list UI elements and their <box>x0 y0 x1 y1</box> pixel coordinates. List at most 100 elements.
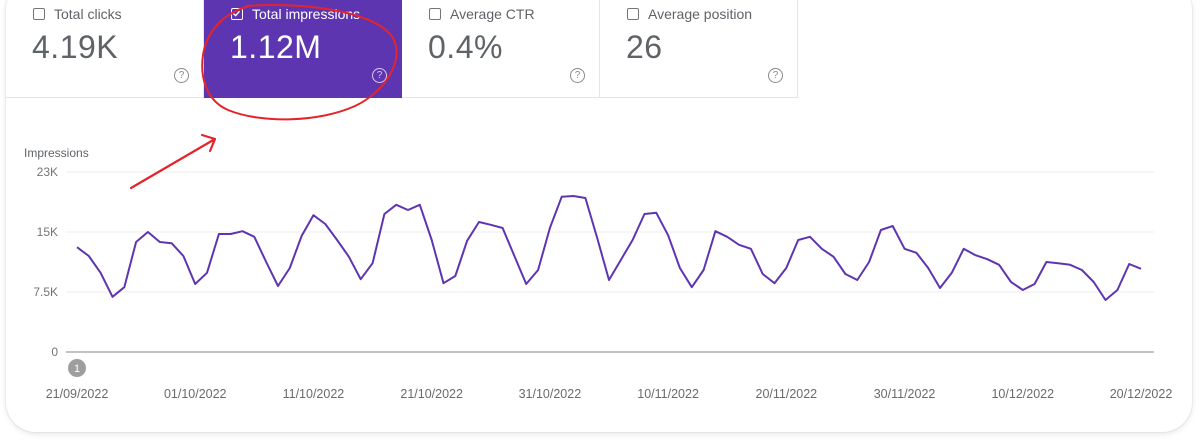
data-point[interactable] <box>748 246 754 252</box>
question-circle-icon[interactable]: ? <box>372 68 387 83</box>
data-point[interactable] <box>996 262 1002 268</box>
data-point[interactable] <box>393 202 399 208</box>
data-point[interactable] <box>228 231 234 237</box>
data-point[interactable] <box>109 294 115 300</box>
data-point[interactable] <box>1067 262 1073 268</box>
data-point[interactable] <box>121 284 127 290</box>
data-point[interactable] <box>736 242 742 248</box>
data-point[interactable] <box>819 246 825 252</box>
data-point[interactable] <box>216 231 222 237</box>
data-point[interactable] <box>346 254 352 260</box>
metric-average-ctr[interactable]: Average CTR 0.4% ? <box>402 0 600 98</box>
data-point[interactable] <box>299 233 305 239</box>
data-point[interactable] <box>86 253 92 259</box>
checkbox-unchecked-icon[interactable] <box>627 8 639 20</box>
data-point[interactable] <box>641 211 647 217</box>
data-point[interactable] <box>795 237 801 243</box>
data-point[interactable] <box>1055 260 1061 266</box>
data-point[interactable] <box>192 281 198 287</box>
data-point[interactable] <box>180 253 186 259</box>
data-point[interactable] <box>322 221 328 227</box>
data-point[interactable] <box>1032 281 1038 287</box>
data-point[interactable] <box>511 253 517 259</box>
data-point[interactable] <box>1114 287 1120 293</box>
data-point[interactable] <box>381 211 387 217</box>
data-point[interactable] <box>760 271 766 277</box>
data-point[interactable] <box>724 234 730 240</box>
data-point[interactable] <box>370 260 376 266</box>
data-point[interactable] <box>1020 287 1026 293</box>
data-point[interactable] <box>712 228 718 234</box>
data-point[interactable] <box>854 277 860 283</box>
data-point[interactable] <box>251 234 257 240</box>
data-point[interactable] <box>476 219 482 225</box>
data-point[interactable] <box>1138 266 1144 272</box>
data-point[interactable] <box>547 225 553 231</box>
data-point[interactable] <box>310 212 316 218</box>
data-point[interactable] <box>571 193 577 199</box>
checkbox-unchecked-icon[interactable] <box>33 8 45 20</box>
data-point[interactable] <box>287 265 293 271</box>
data-point[interactable] <box>630 237 636 243</box>
data-point[interactable] <box>582 195 588 201</box>
data-point[interactable] <box>429 237 435 243</box>
metric-total-impressions[interactable]: Total impressions 1.12M ? <box>204 0 402 98</box>
data-point[interactable] <box>488 222 494 228</box>
data-point[interactable] <box>358 276 364 282</box>
annotation-marker-circle[interactable] <box>68 359 86 377</box>
data-point[interactable] <box>275 283 281 289</box>
data-point[interactable] <box>1091 279 1097 285</box>
data-point[interactable] <box>334 237 340 243</box>
checkbox-unchecked-icon[interactable] <box>429 8 441 20</box>
data-point[interactable] <box>689 284 695 290</box>
data-point[interactable] <box>984 256 990 262</box>
data-point[interactable] <box>878 227 884 233</box>
data-point[interactable] <box>866 259 872 265</box>
question-circle-icon[interactable]: ? <box>174 68 189 83</box>
data-point[interactable] <box>772 280 778 286</box>
data-point[interactable] <box>204 270 210 276</box>
data-point[interactable] <box>440 280 446 286</box>
data-point[interactable] <box>145 229 151 235</box>
data-point[interactable] <box>169 240 175 246</box>
data-point[interactable] <box>665 232 671 238</box>
data-point[interactable] <box>405 207 411 213</box>
data-point[interactable] <box>464 238 470 244</box>
data-point[interactable] <box>559 194 565 200</box>
metric-average-position[interactable]: Average position 26 ? <box>600 0 798 98</box>
data-point[interactable] <box>157 239 163 245</box>
metric-total-clicks[interactable]: Total clicks 4.19K ? <box>6 0 204 98</box>
data-point[interactable] <box>523 281 529 287</box>
data-point[interactable] <box>890 223 896 229</box>
data-point[interactable] <box>98 270 104 276</box>
data-point[interactable] <box>417 202 423 208</box>
question-circle-icon[interactable]: ? <box>768 68 783 83</box>
data-point[interactable] <box>831 254 837 260</box>
data-point[interactable] <box>902 246 908 252</box>
data-point[interactable] <box>1103 297 1109 303</box>
question-circle-icon[interactable]: ? <box>570 68 585 83</box>
data-point[interactable] <box>74 244 80 250</box>
data-point[interactable] <box>677 265 683 271</box>
data-point[interactable] <box>606 277 612 283</box>
data-point[interactable] <box>925 265 931 271</box>
data-point[interactable] <box>949 270 955 276</box>
data-point[interactable] <box>701 267 707 273</box>
data-point[interactable] <box>452 273 458 279</box>
data-point[interactable] <box>1079 267 1085 273</box>
data-point[interactable] <box>1043 259 1049 265</box>
data-point[interactable] <box>1008 279 1014 285</box>
data-point[interactable] <box>653 210 659 216</box>
data-point[interactable] <box>961 246 967 252</box>
data-point[interactable] <box>240 228 246 234</box>
annotation-marker[interactable]: 1 <box>68 359 86 377</box>
data-point[interactable] <box>594 235 600 241</box>
data-point[interactable] <box>535 267 541 273</box>
data-point[interactable] <box>1126 261 1132 267</box>
data-point[interactable] <box>618 257 624 263</box>
data-point[interactable] <box>133 239 139 245</box>
data-point[interactable] <box>263 259 269 265</box>
data-point[interactable] <box>842 271 848 277</box>
data-point[interactable] <box>913 250 919 256</box>
data-point[interactable] <box>972 252 978 258</box>
